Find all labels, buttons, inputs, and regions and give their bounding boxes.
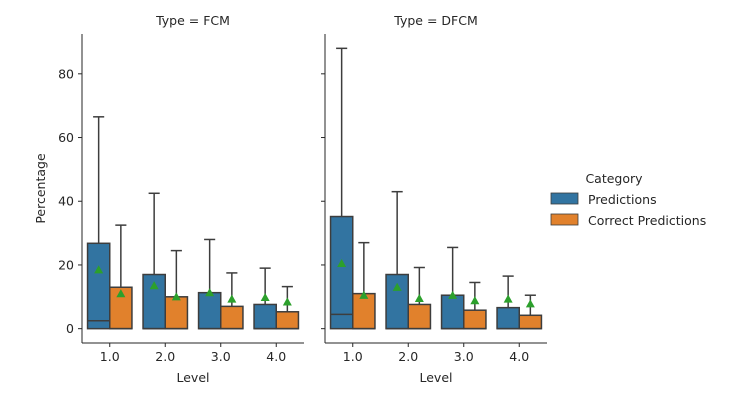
y-tick-label: 20	[58, 257, 74, 272]
y-tick-label: 40	[58, 194, 74, 209]
box-body	[86, 242, 111, 330]
mean-marker	[205, 288, 215, 297]
box-predictions	[142, 192, 167, 330]
box-correct-predictions	[164, 249, 189, 330]
mean-marker	[149, 281, 159, 290]
mean-marker	[282, 297, 292, 306]
y-tick-label: 60	[58, 130, 74, 145]
box-predictions	[385, 190, 409, 330]
legend-label-correct-predictions: Correct Predictions	[588, 213, 706, 228]
box-predictions	[329, 47, 354, 330]
box-body	[329, 215, 354, 330]
mean-marker	[337, 258, 347, 267]
mean-marker	[414, 293, 424, 303]
box-predictions	[86, 116, 111, 330]
box-body	[253, 303, 278, 330]
panel-title: Type = FCM	[155, 13, 230, 28]
panels-layer: Type = FCM 0 20 40 60 80 Percentage Level 1.0 2.0…	[33, 13, 547, 385]
mean-marker	[116, 289, 126, 298]
legend-swatch-correct-predictions	[550, 213, 579, 226]
y-axis-label: Percentage	[33, 153, 48, 224]
mean-marker	[260, 292, 270, 302]
legend: Category Predictions Correct Predictions	[550, 171, 706, 228]
x-tick-label: 4.0	[266, 349, 286, 364]
box-body	[518, 314, 543, 330]
y-tick-label: 0	[66, 321, 74, 336]
box-predictions	[197, 238, 222, 330]
mean-marker	[94, 265, 104, 274]
legend-label-predictions: Predictions	[588, 192, 657, 207]
y-tick-label: 80	[58, 66, 74, 81]
x-tick-label: 3.0	[454, 349, 474, 364]
box-body	[220, 305, 244, 330]
mean-marker	[525, 299, 535, 308]
box-body	[275, 311, 300, 330]
box-correct-predictions	[275, 285, 300, 330]
box-body	[385, 273, 409, 330]
box-correct-predictions	[109, 224, 133, 330]
mean-marker	[392, 282, 402, 291]
panel-title: Type = DFCM	[393, 13, 477, 28]
box-correct-predictions	[352, 241, 376, 330]
x-tick-label: 3.0	[211, 349, 231, 364]
x-tick-label: 1.0	[100, 349, 120, 364]
box-body	[164, 296, 189, 330]
panel-2: Type = DFCM Level 1.0 2.0 3.0 4.0	[321, 13, 547, 385]
box-predictions	[253, 267, 278, 330]
mean-marker	[470, 296, 480, 305]
box-correct-predictions	[407, 266, 432, 330]
x-axis-label: Level	[177, 370, 210, 385]
box-predictions	[496, 275, 520, 330]
x-tick-label: 4.0	[509, 349, 529, 364]
box-predictions	[440, 246, 465, 330]
mean-marker	[448, 290, 458, 299]
box-body	[463, 309, 487, 330]
box-body	[197, 291, 222, 330]
box-correct-predictions	[220, 272, 244, 330]
x-tick-label: 1.0	[343, 349, 363, 364]
box-body	[496, 306, 520, 330]
x-tick-label: 2.0	[155, 349, 175, 364]
box-correct-predictions	[518, 294, 543, 330]
box-correct-predictions	[463, 281, 487, 330]
legend-title: Category	[585, 171, 643, 186]
box-body	[440, 294, 465, 330]
panel-1: Type = FCM 0 20 40 60 80 Percentage Level 1.0 2.0…	[33, 13, 304, 385]
mean-marker	[359, 290, 369, 299]
x-tick-label: 2.0	[398, 349, 418, 364]
legend-swatch-predictions	[550, 192, 579, 205]
mean-marker	[171, 292, 181, 301]
mean-marker	[227, 294, 237, 303]
box-body	[407, 303, 432, 330]
mean-marker	[503, 294, 513, 303]
x-axis-label: Level	[420, 370, 453, 385]
box-body	[352, 292, 376, 330]
